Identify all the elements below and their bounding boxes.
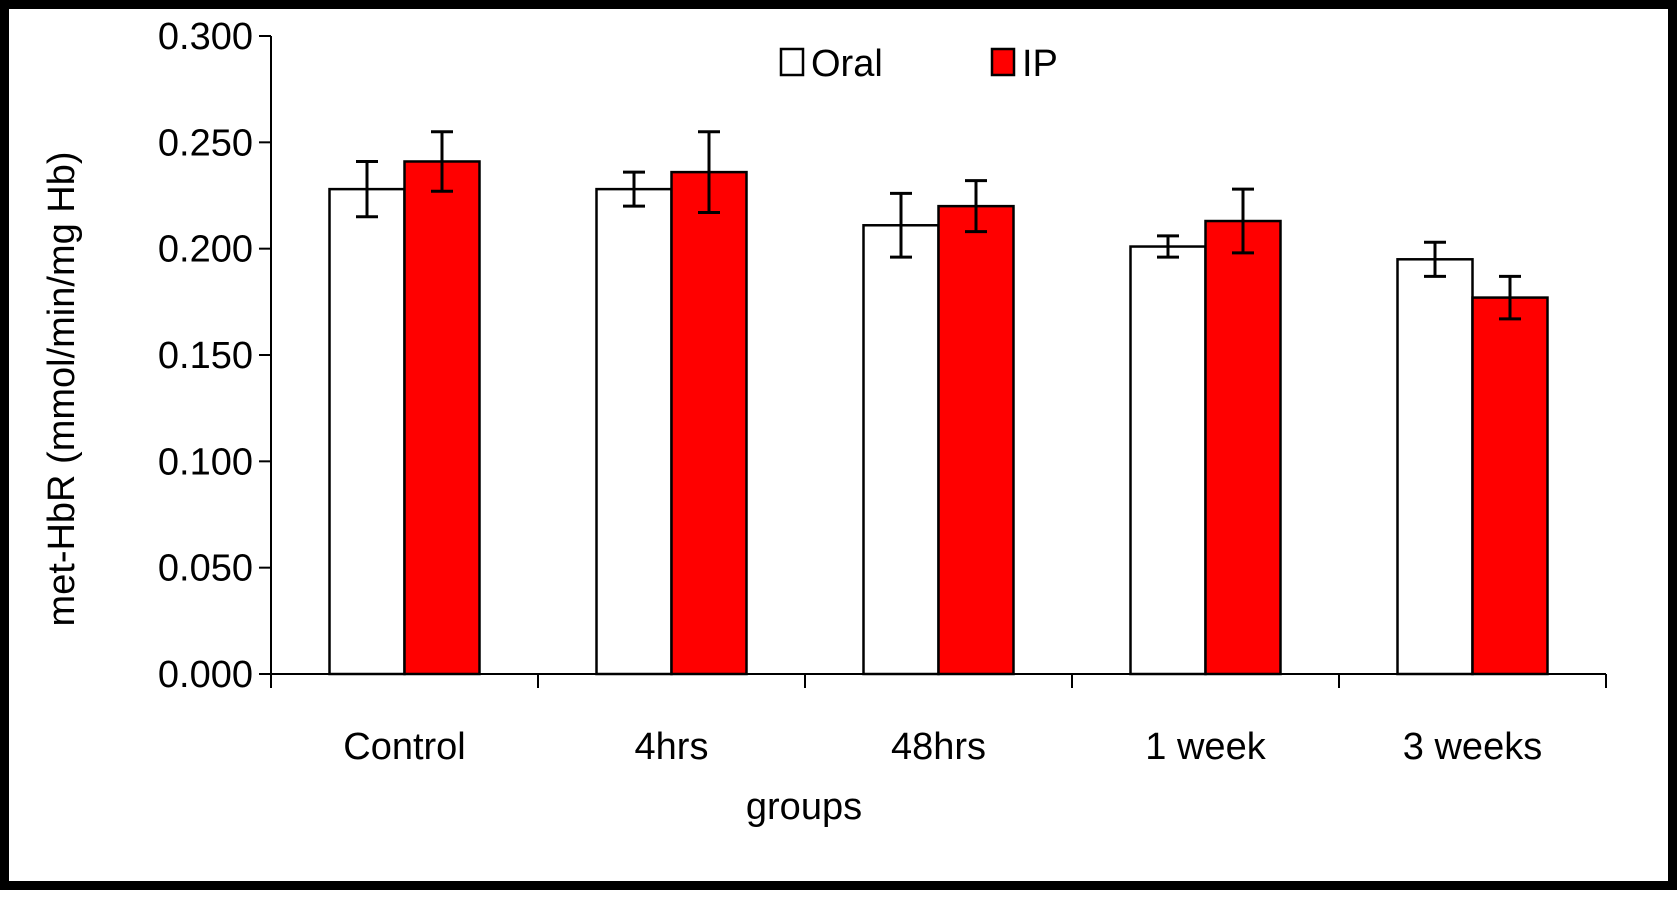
bar-oral bbox=[1396, 258, 1474, 676]
legend: Oral IP bbox=[779, 43, 1058, 85]
y-tick-label: 0.250 bbox=[158, 122, 253, 164]
x-tick-label: 3 weeks bbox=[1403, 726, 1542, 768]
legend-label-ip: IP bbox=[1022, 43, 1058, 85]
y-tick-label: 0.200 bbox=[158, 229, 253, 271]
bars bbox=[328, 160, 1549, 676]
legend-swatch-oral bbox=[779, 47, 805, 77]
bar-oral bbox=[862, 224, 940, 676]
y-tick-label: 0.050 bbox=[158, 548, 253, 590]
bar-chart: 0.000 0.050 0.100 0.150 0.200 0.250 0.300 Cont… bbox=[41, 16, 1607, 828]
x-tick-label: 48hrs bbox=[891, 726, 986, 768]
y-axis-title: met-HbR (mmol/min/mg Hb) bbox=[41, 151, 83, 626]
bar-ip bbox=[937, 204, 1015, 676]
y-tick-label: 0.000 bbox=[158, 654, 253, 696]
bar-ip bbox=[403, 160, 481, 676]
y-tick-label: 0.300 bbox=[158, 16, 253, 58]
bar-ip bbox=[670, 170, 748, 676]
legend-swatch-ip bbox=[990, 47, 1016, 77]
bar-oral bbox=[1129, 245, 1207, 676]
x-tick-label: 4hrs bbox=[635, 726, 709, 768]
bar-ip bbox=[1471, 296, 1549, 676]
bar-ip bbox=[1204, 219, 1282, 676]
error-bars bbox=[356, 130, 1521, 321]
legend-label-oral: Oral bbox=[811, 43, 883, 85]
x-tick-label: Control bbox=[343, 726, 466, 768]
y-tick-label: 0.100 bbox=[158, 441, 253, 483]
x-axis: Control 4hrs 48hrs 1 week 3 weeks bbox=[270, 673, 1607, 768]
bar-oral bbox=[328, 187, 406, 676]
x-tick-label: 1 week bbox=[1145, 726, 1266, 768]
x-axis-title: groups bbox=[746, 786, 862, 828]
y-tick-label: 0.150 bbox=[158, 335, 253, 377]
bar-oral bbox=[595, 187, 673, 676]
y-axis: 0.000 0.050 0.100 0.150 0.200 0.250 0.300 bbox=[158, 16, 272, 696]
